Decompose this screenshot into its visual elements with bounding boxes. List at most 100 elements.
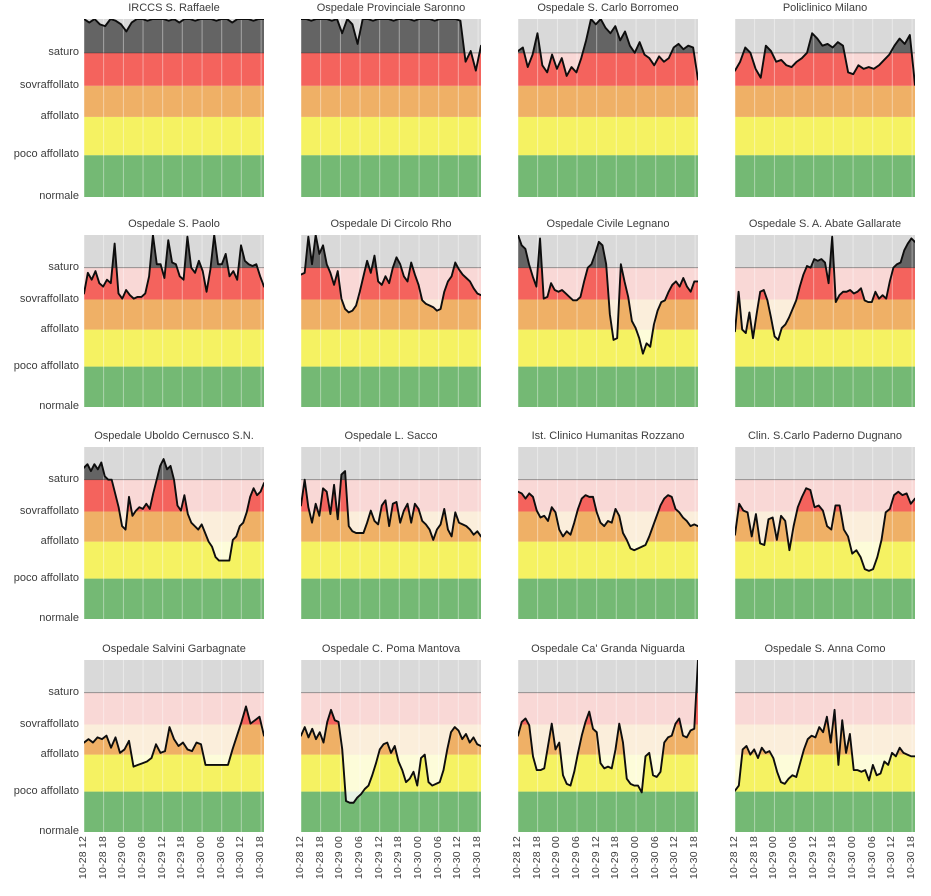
chart-canvas xyxy=(84,660,264,832)
chart-svg xyxy=(518,19,698,197)
subplot-ospedale-provinciale-saronno: Ospedale Provinciale Saronno xyxy=(301,0,481,197)
x-tick-label: 10-30 18 xyxy=(905,836,918,880)
chart-svg xyxy=(301,19,481,197)
subplot-ospedale-s-anna-como: Ospedale S. Anna Como 10-28 12 10-28 18 10… xyxy=(728,641,918,894)
x-tick-label: 10-28 18 xyxy=(96,836,109,880)
chart-title: Ospedale S. Anna Como xyxy=(764,643,886,655)
chart-svg xyxy=(301,235,481,407)
subplot-ist-clinico-humanitas-rozzano: Ist. Clinico Humanitas Rozzano xyxy=(518,428,698,619)
chart-svg xyxy=(301,447,481,619)
x-tick-label: 10-30 06 xyxy=(865,836,878,880)
chart-svg xyxy=(301,660,481,832)
chart-title: Ospedale Ca' Granda Niguarda xyxy=(531,643,685,655)
chart-svg xyxy=(518,447,698,619)
chart-svg xyxy=(735,235,915,407)
y-tick-label: poco affollato xyxy=(13,359,79,372)
x-tick-label: 10-29 18 xyxy=(175,836,188,880)
y-axis-labels: saturo sovraffollato affollato poco affolla… xyxy=(0,216,84,412)
chart-svg xyxy=(518,235,698,407)
chart-row-2: saturo sovraffollato affollato poco affolla… xyxy=(0,216,931,412)
chart-canvas xyxy=(518,19,698,197)
y-tick-label: affollato xyxy=(40,534,79,547)
chart-title: Ospedale Provinciale Saronno xyxy=(316,2,466,14)
chart-canvas xyxy=(735,447,915,619)
x-tick-label: 10-28 18 xyxy=(747,836,760,880)
x-tick-label: 10-29 12 xyxy=(806,836,819,880)
y-tick-label: poco affollato xyxy=(13,571,79,584)
subplot-ospedale-s-paolo: Ospedale S. Paolo xyxy=(84,216,264,407)
chart-title: Ospedale C. Poma Mantova xyxy=(321,643,461,655)
y-tick-label: affollato xyxy=(40,322,79,335)
chart-canvas xyxy=(84,19,264,197)
x-tick-label: 10-29 00 xyxy=(116,836,129,880)
x-tick-label: 10-29 06 xyxy=(570,836,583,880)
y-tick-label: saturo xyxy=(48,260,79,273)
subplot-ospedale-di-circolo-rho: Ospedale Di Circolo Rho xyxy=(301,216,481,407)
x-tick-label: 10-30 12 xyxy=(234,836,247,880)
x-tick-label: 10-28 18 xyxy=(530,836,543,880)
x-tick-label: 10-29 12 xyxy=(155,836,168,880)
chart-canvas xyxy=(301,660,481,832)
chart-canvas xyxy=(518,447,698,619)
x-tick-label: 10-30 06 xyxy=(214,836,227,880)
chart-title: Clin. S.Carlo Paderno Dugnano xyxy=(747,430,903,442)
y-axis-labels: saturo sovraffollato affollato poco affolla… xyxy=(0,0,84,202)
chart-title: Ospedale Civile Legnano xyxy=(546,218,670,230)
subplot-policlinico-milano: Policlinico Milano xyxy=(735,0,915,197)
subplot-ospedale-ca-granda-niguarda: Ospedale Ca' Granda Niguarda 10-28 12 10-… xyxy=(511,641,701,894)
subplot-ospedale-l-sacco: Ospedale L. Sacco xyxy=(301,428,481,619)
chart-canvas xyxy=(735,19,915,197)
x-tick-label: 10-29 00 xyxy=(767,836,780,880)
chart-title: Policlinico Milano xyxy=(782,2,868,14)
y-tick-label: saturo xyxy=(48,685,79,698)
chart-row-1: saturo sovraffollato affollato poco affolla… xyxy=(0,0,931,202)
x-tick-label: 10-28 12 xyxy=(77,836,89,880)
x-axis-labels: 10-28 12 10-28 18 10-29 00 10-29 06 10-29 12… xyxy=(294,832,484,894)
x-tick-label: 10-30 18 xyxy=(688,836,701,880)
y-tick-label: sovraffollato xyxy=(19,292,79,305)
y-tick-label: sovraffollato xyxy=(19,504,79,517)
x-tick-label: 10-29 12 xyxy=(589,836,602,880)
subplot-irccs-s-raffaele: IRCCS S. Raffaele xyxy=(84,0,264,197)
y-tick-label: poco affollato xyxy=(13,784,79,797)
subplot-ospedale-salvini-garbagnate: Ospedale Salvini Garbagnate 10-28 12 10-2… xyxy=(77,641,267,894)
x-tick-label: 10-28 12 xyxy=(728,836,740,880)
x-axis-labels: 10-28 12 10-28 18 10-29 00 10-29 06 10-29 12… xyxy=(728,832,918,894)
x-axis-labels: 10-28 12 10-28 18 10-29 00 10-29 06 10-29 12… xyxy=(511,832,701,894)
chart-canvas xyxy=(84,447,264,619)
chart-title: Ospedale Uboldo Cernusco S.N. xyxy=(94,430,254,442)
y-tick-label: poco affollato xyxy=(13,148,79,161)
chart-row-3: saturo sovraffollato affollato poco affolla… xyxy=(0,428,931,624)
x-tick-label: 10-30 06 xyxy=(648,836,661,880)
chart-canvas xyxy=(735,235,915,407)
y-tick-label: affollato xyxy=(40,109,79,122)
subplot-ospedale-civile-legnano: Ospedale Civile Legnano xyxy=(518,216,698,407)
x-tick-label: 10-29 06 xyxy=(787,836,800,880)
x-tick-label: 10-29 18 xyxy=(826,836,839,880)
x-tick-label: 10-30 06 xyxy=(431,836,444,880)
chart-svg xyxy=(84,447,264,619)
x-tick-label: 10-30 12 xyxy=(668,836,681,880)
y-tick-label: affollato xyxy=(40,747,79,760)
x-tick-label: 10-29 00 xyxy=(550,836,563,880)
x-tick-label: 10-30 18 xyxy=(471,836,484,880)
y-axis-labels: saturo sovraffollato affollato poco affolla… xyxy=(0,641,84,894)
x-tick-label: 10-28 18 xyxy=(313,836,326,880)
chart-title: IRCCS S. Raffaele xyxy=(128,2,220,14)
chart-svg xyxy=(735,19,915,197)
y-tick-label: normale xyxy=(39,190,79,202)
chart-svg xyxy=(735,447,915,619)
chart-row-4: saturo sovraffollato affollato poco affolla… xyxy=(0,641,931,894)
x-tick-label: 10-28 12 xyxy=(294,836,306,880)
x-tick-label: 10-30 00 xyxy=(412,836,425,880)
x-tick-label: 10-30 00 xyxy=(629,836,642,880)
chart-canvas xyxy=(84,235,264,407)
subplot-ospedale-s-a-abate-gallarate: Ospedale S. A. Abate Gallarate xyxy=(735,216,915,407)
chart-title: Ospedale Salvini Garbagnate xyxy=(102,643,246,655)
chart-canvas xyxy=(735,660,915,832)
x-tick-label: 10-29 06 xyxy=(353,836,366,880)
y-axis-labels: saturo sovraffollato affollato poco affolla… xyxy=(0,428,84,624)
x-tick-label: 10-30 18 xyxy=(254,836,267,880)
subplot-clin-s-carlo-paderno-dugnano: Clin. S.Carlo Paderno Dugnano xyxy=(735,428,915,619)
